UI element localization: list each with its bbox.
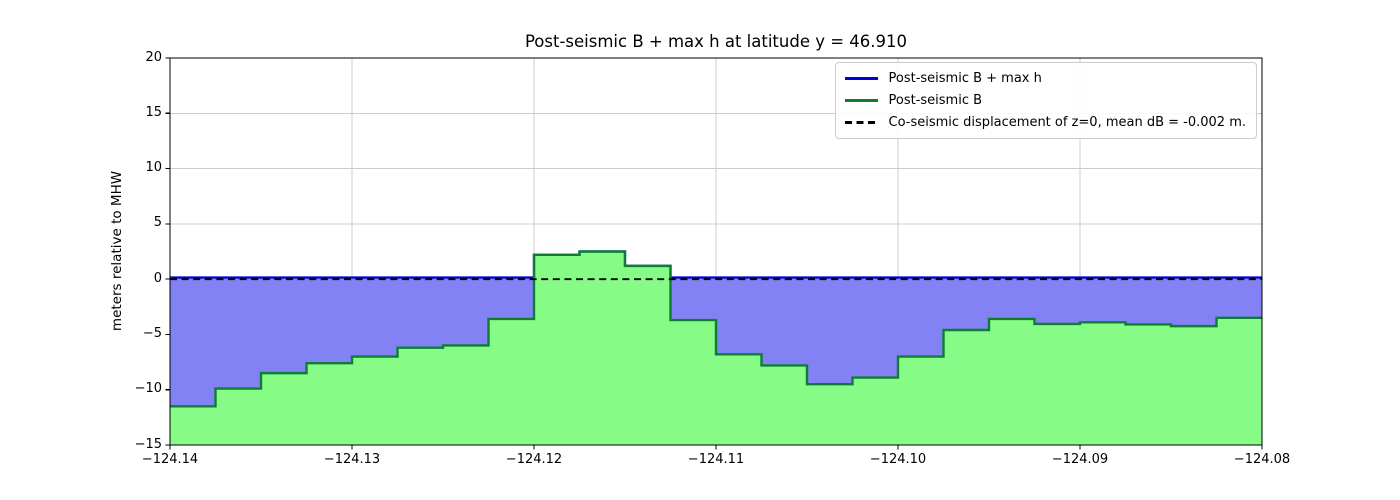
x-tick-label: −124.13 (323, 452, 381, 467)
legend: Post-seismic B + max h Post-seismic B Co… (834, 62, 1257, 139)
y-axis-label: meters relative to MHW (109, 170, 125, 332)
y-tick-label: 5 (153, 215, 162, 231)
x-tick-label: −124.14 (141, 452, 199, 467)
y-tick-label: 20 (145, 49, 162, 65)
x-tick-label: −124.10 (869, 452, 927, 467)
blue-line-sample-icon (844, 77, 878, 80)
legend-item-post-seismic-b: Post-seismic B (844, 92, 1247, 109)
legend-item-label: Post-seismic B + max h (888, 71, 1042, 86)
y-tick-label: 15 (145, 104, 162, 120)
x-tick-label: −124.08 (1233, 452, 1291, 467)
y-tick-label: 0 (153, 270, 162, 286)
legend-item-post-seismic-b-max-h: Post-seismic B + max h (844, 70, 1247, 87)
dashed-line-sample-icon (844, 121, 878, 124)
y-tick-label: 10 (145, 160, 162, 176)
x-tick-label: −124.11 (687, 452, 745, 467)
y-tick-label: −15 (134, 436, 162, 452)
y-tick-label: −10 (134, 381, 162, 397)
y-tick-label: −5 (142, 325, 162, 341)
post-seismic-b-line (170, 250, 1262, 408)
x-tick-label: −124.12 (505, 452, 563, 467)
legend-item-label: Co-seismic displacement of z=0, mean dB … (888, 115, 1247, 130)
chart-title: Post-seismic B + max h at latitude y = 4… (524, 32, 908, 51)
legend-item-label: Post-seismic B (888, 93, 983, 108)
green-line-sample-icon (844, 99, 878, 102)
legend-item-co-seismic-displacement: Co-seismic displacement of z=0, mean dB … (844, 114, 1247, 131)
x-tick-label: −124.09 (1051, 452, 1109, 467)
